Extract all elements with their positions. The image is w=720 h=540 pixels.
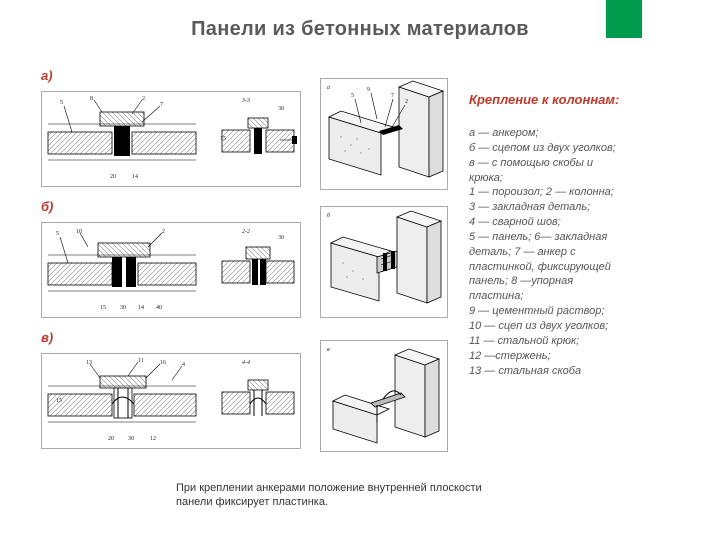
svg-text:11: 11 — [138, 358, 144, 364]
svg-text:2-2: 2-2 — [242, 229, 250, 235]
svg-text:7: 7 — [160, 102, 163, 108]
iso-diagram-b: б — [320, 206, 448, 318]
svg-text:40: 40 — [156, 305, 162, 311]
svg-text:30: 30 — [128, 436, 134, 442]
label-a: а) — [41, 68, 53, 83]
svg-text:16: 16 — [160, 360, 166, 366]
section-diagram-a: 5 8 2 7 20 14 30 15 3-3 — [41, 91, 301, 187]
svg-text:в: в — [327, 347, 330, 353]
section-diagram-v: 15 13 11 16 4 20 30 12 4-4 — [41, 353, 301, 449]
svg-text:20: 20 — [110, 174, 116, 180]
svg-text:15: 15 — [220, 136, 226, 142]
svg-text:2: 2 — [142, 96, 145, 102]
svg-text:15: 15 — [56, 398, 62, 404]
svg-text:5: 5 — [351, 93, 354, 99]
iso-diagram-v: в — [320, 340, 448, 452]
svg-text:30: 30 — [278, 235, 284, 241]
svg-text:а: а — [327, 85, 330, 91]
svg-text:14: 14 — [138, 305, 144, 311]
svg-text:2: 2 — [405, 99, 408, 105]
svg-text:3-3: 3-3 — [241, 98, 250, 104]
label-b: б) — [41, 199, 53, 214]
svg-text:8: 8 — [90, 96, 93, 102]
svg-text:30: 30 — [120, 305, 126, 311]
page-title: Панели из бетонных материалов — [0, 18, 720, 41]
iso-diagram-a: а 5 9 7 2 — [320, 78, 448, 190]
svg-text:4-4: 4-4 — [242, 359, 250, 366]
svg-text:13: 13 — [86, 360, 92, 366]
svg-text:12: 12 — [150, 436, 156, 442]
svg-text:14: 14 — [132, 174, 138, 180]
side-heading: Крепление к колоннам: — [469, 92, 619, 107]
svg-text:4: 4 — [182, 362, 185, 368]
label-v: в) — [41, 330, 53, 345]
svg-text:5: 5 — [60, 100, 63, 106]
svg-text:15: 15 — [100, 305, 106, 311]
caption: При креплении анкерами положение внутрен… — [176, 482, 596, 510]
legend-text: а — анкером;б — сцепом из двух уголков;в… — [469, 126, 705, 378]
caption-line1: При креплении анкерами положение внутрен… — [176, 482, 482, 494]
svg-text:б: б — [327, 212, 331, 219]
caption-line2: панели фиксирует пластинка. — [176, 496, 328, 508]
svg-text:9: 9 — [367, 87, 370, 93]
svg-text:20: 20 — [108, 436, 114, 442]
svg-text:30: 30 — [278, 106, 284, 112]
section-diagram-b: 5 10 2 15 30 14 40 30 2-2 — [41, 222, 301, 318]
svg-text:7: 7 — [391, 93, 394, 99]
svg-text:10: 10 — [76, 229, 82, 235]
svg-text:5: 5 — [56, 231, 59, 237]
svg-text:2: 2 — [162, 229, 165, 235]
